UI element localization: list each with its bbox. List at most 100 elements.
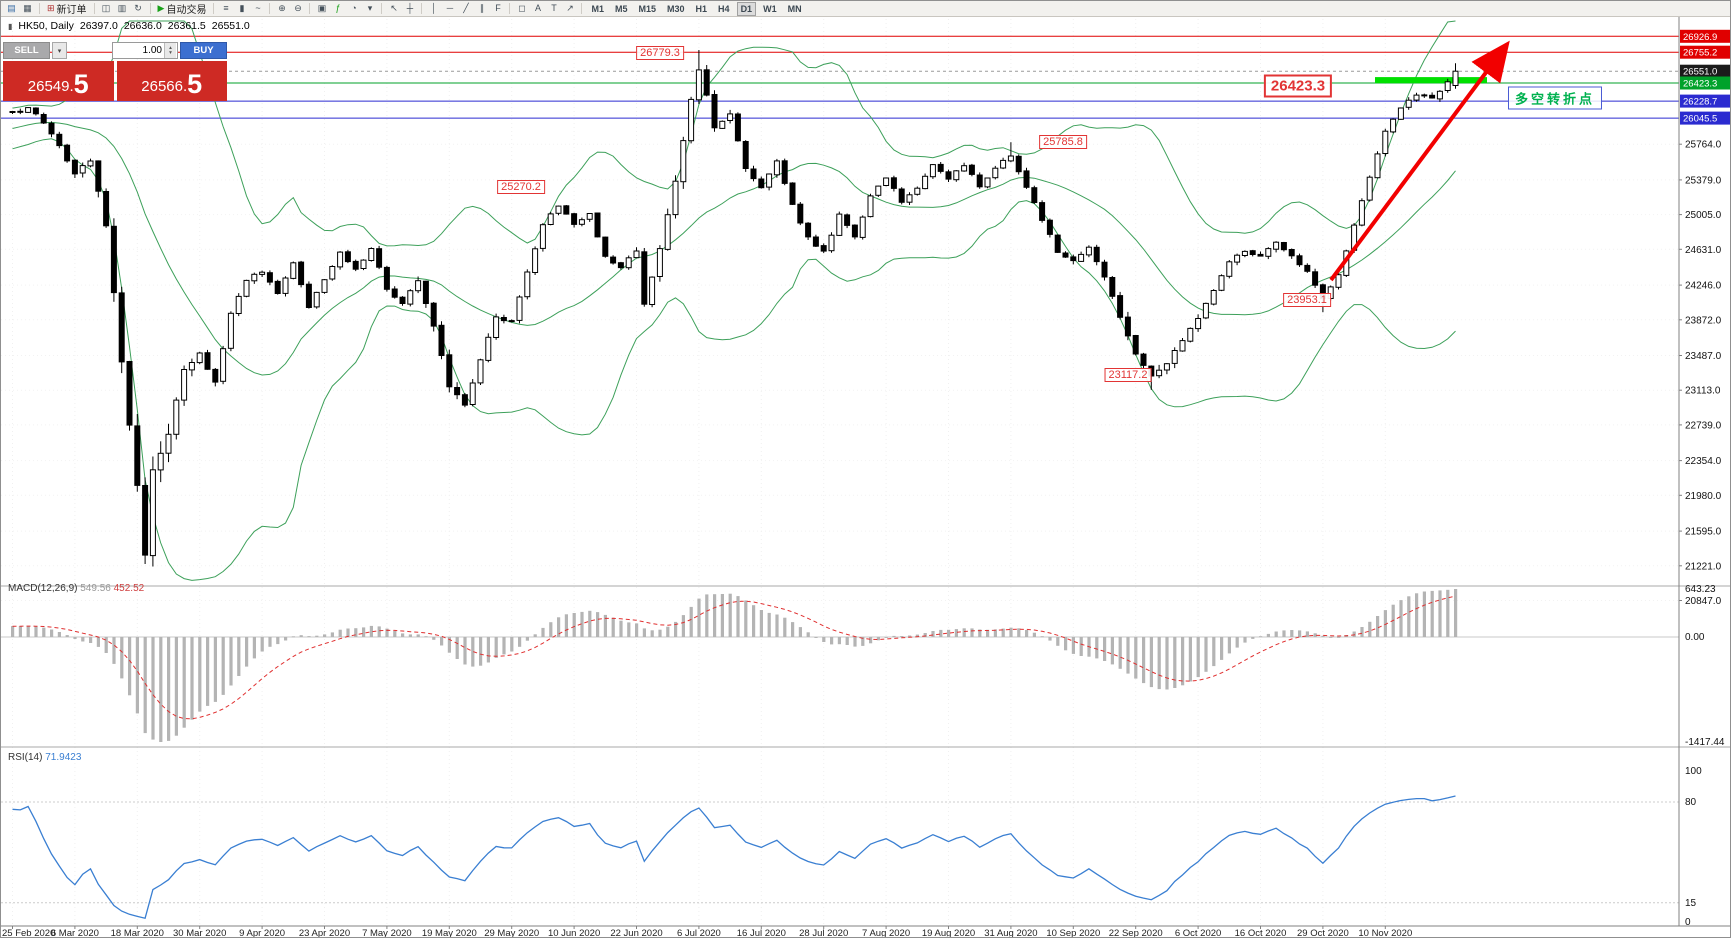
stepper-down-icon: ▾ [169,49,172,56]
line-chart-mode-icon[interactable]: ~ [255,3,261,13]
macd-main-value: 549.56 [80,583,111,594]
svg-text:6 Oct 2020: 6 Oct 2020 [1175,928,1221,938]
tile-windows-icon[interactable]: ▣ [317,3,327,13]
price-annotation[interactable]: 25270.2 [497,180,545,194]
new-order-button[interactable]: ⊞ 新订单 [44,2,90,16]
timeframe-m5-button[interactable]: M5 [614,3,628,14]
toolbar-separator [581,3,583,14]
turning-point-note[interactable]: 多空转折点 [1507,86,1603,110]
rsi-name: RSI(14) [8,752,43,763]
price-annotation[interactable]: 23953.1 [1283,293,1331,307]
timeframe-w1-button[interactable]: W1 [763,3,777,14]
timeframe-m30-button[interactable]: M30 [667,3,685,14]
fibonacci-icon[interactable]: F [495,3,501,13]
toolbar-separator [309,3,311,14]
data-window-icon[interactable]: ▥ [117,3,127,13]
crosshair-icon[interactable]: ┼ [406,3,414,13]
svg-text:20847.0: 20847.0 [1685,596,1722,607]
auto-trading-button-label: 自动交易 [166,5,207,16]
symbol-period-label: HK50, Daily [18,20,74,32]
shapes-icon[interactable]: ◻ [518,3,526,13]
profiles-icon[interactable]: ▦ [23,3,32,13]
timeframe-mn-button[interactable]: MN [787,3,802,14]
timeframe-d1-button[interactable]: D1 [736,1,757,16]
volume-input[interactable] [113,43,164,58]
svg-text:29 May 2020: 29 May 2020 [484,928,539,938]
candlestick-mode-icon[interactable]: ▮ [239,3,245,13]
bollinger-bands-layer [12,20,1456,581]
bid-price[interactable]: 26549. 5 [3,61,114,101]
timeframe-m15-button[interactable]: M15 [638,3,657,14]
indicators-icon[interactable]: ƒ [335,3,341,13]
templates-icon[interactable]: ▾ [367,3,373,13]
price-annotation[interactable]: 23117.2 [1104,368,1152,382]
buy-button[interactable]: BUY [180,42,227,59]
macd-axis: 643.23 0.00 -1417.44 [1685,584,1725,748]
volume-field: ▴▾ [112,42,178,59]
price-annotation[interactable]: 26779.3 [636,46,684,60]
ohlc-open: 26397.0 [79,20,118,32]
refresh-icon[interactable]: ↻ [134,3,142,13]
svg-text:-1417.44: -1417.44 [1685,737,1725,748]
bar-chart-mode-icon[interactable]: ≡ [223,3,229,13]
macd-signal-value: 452.52 [113,583,145,594]
svg-text:16 Oct 2020: 16 Oct 2020 [1235,928,1287,938]
chevron-down-icon: ▾ [57,47,62,55]
rsi-value: 71.9423 [45,752,82,763]
label-icon[interactable]: T [551,3,557,13]
vertical-line-icon[interactable]: │ [431,3,437,13]
svg-text:22739.0: 22739.0 [1685,420,1722,431]
auto-trading-button[interactable]: ▶ 自动交易 [155,2,210,16]
trendline-icon[interactable]: ╱ [463,3,469,13]
svg-text:6 Jul 2020: 6 Jul 2020 [677,928,721,938]
svg-text:9 Apr 2020: 9 Apr 2020 [239,928,285,938]
svg-text:19 Aug 2020: 19 Aug 2020 [922,928,975,938]
price-annotation[interactable]: 26423.3 [1263,74,1333,98]
svg-text:7 Aug 2020: 7 Aug 2020 [862,928,910,938]
timeframe-h1-button[interactable]: H1 [695,3,708,14]
ohlc-high: 26636.0 [123,20,162,32]
zoom-in-icon[interactable]: ⊕ [278,3,286,13]
text-icon[interactable]: A [534,3,541,13]
horizontal-line-icon[interactable]: ─ [446,3,454,13]
svg-text:100: 100 [1685,766,1702,777]
svg-text:22 Jun 2020: 22 Jun 2020 [610,928,662,938]
svg-text:21221.0: 21221.0 [1685,561,1722,572]
arrows-icon[interactable]: ↗ [566,3,574,13]
svg-text:24246.0: 24246.0 [1685,281,1722,292]
periods-icon[interactable]: ◔ [351,3,357,13]
rsi-label: RSI(14) 71.9423 [8,752,81,763]
sell-button[interactable]: SELL [3,42,50,59]
price-axis: 25764.0 25379.0 25005.0 24631.0 24246.0 23872… [1679,29,1730,607]
svg-text:28 Jul 2020: 28 Jul 2020 [799,928,848,938]
stepper-up-icon: ▴ [169,44,172,51]
toolbar-separator [213,3,215,14]
svg-text:22354.0: 22354.0 [1685,456,1722,467]
zoom-out-icon[interactable]: ⊖ [294,3,302,13]
trend-arrow [1329,40,1510,282]
volume-stepper[interactable]: ▴ ▾ [164,43,176,58]
timeframe-h4-button[interactable]: H4 [718,3,730,14]
svg-text:26551.0: 26551.0 [1683,67,1717,78]
svg-text:19 May 2020: 19 May 2020 [422,928,477,938]
toolbar-separator [149,3,151,14]
channel-icon[interactable]: ∥ [479,3,485,13]
toolbar-separator [421,3,423,14]
svg-text:26423.3: 26423.3 [1683,79,1717,90]
svg-text:23872.0: 23872.0 [1685,315,1722,326]
svg-text:25764.0: 25764.0 [1685,140,1722,151]
market-watch-icon[interactable]: ◫ [101,3,111,13]
toolbar-separator [93,3,95,14]
svg-text:25379.0: 25379.0 [1685,175,1722,186]
order-type-dropdown[interactable]: ▾ [52,42,67,59]
ask-price[interactable]: 26566. 5 [116,61,227,101]
svg-text:6 Mar 2020: 6 Mar 2020 [51,928,99,938]
macd-layer [1,589,1679,742]
cursor-icon[interactable]: ↖ [390,3,398,13]
timeframe-m1-button[interactable]: M1 [591,3,604,14]
new-chart-icon[interactable]: ▤ [7,3,16,13]
price-annotation[interactable]: 25785.8 [1039,135,1087,149]
play-icon: ▶ [157,3,165,13]
